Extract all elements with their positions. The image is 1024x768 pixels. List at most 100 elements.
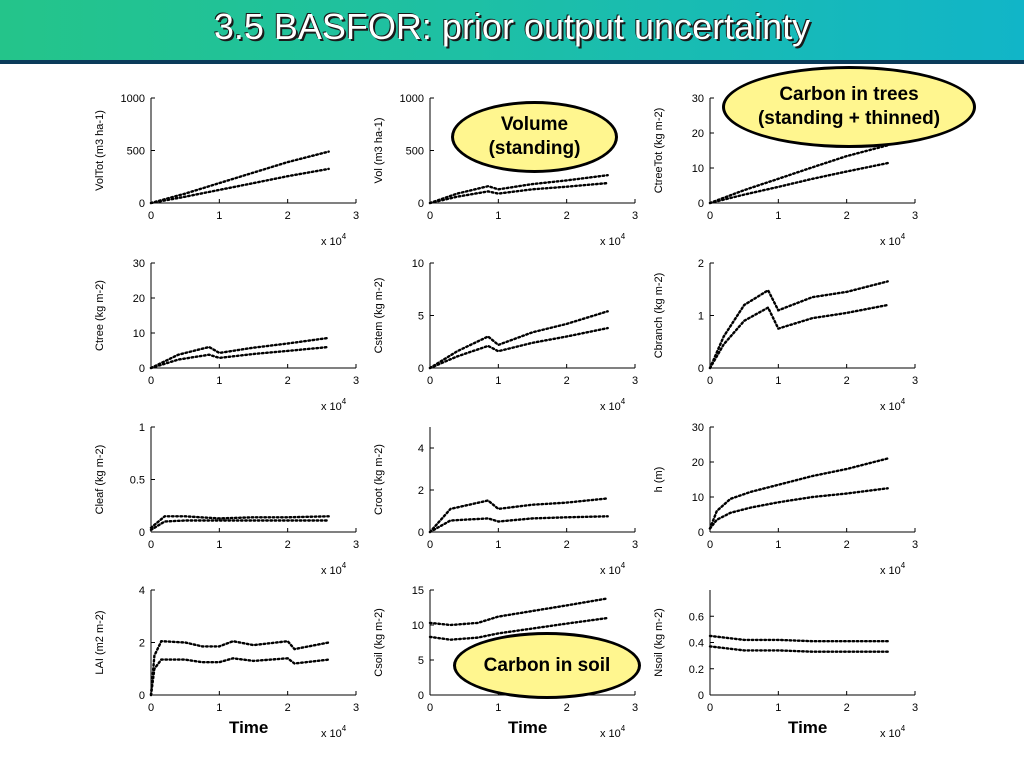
y-tick-label: 1 [139,422,145,434]
y-tick-label: 10 [412,258,424,270]
x-tick-label: 2 [285,375,291,387]
series-line-1 [708,457,889,530]
x-tick-label: 1 [775,539,781,551]
y-tick-label: 0.6 [689,611,704,623]
x-tick-label: 3 [912,539,918,551]
x-tick-label: 1 [216,375,222,387]
x-tick-label: 2 [844,375,850,387]
y-axis-label: h (m) [653,467,665,493]
y-tick-label: 2 [418,485,424,497]
x-tick-label: 2 [564,702,570,714]
series-line-1 [149,515,330,529]
x-tick-label: 1 [775,375,781,387]
x-tick-label: 1 [775,210,781,222]
y-tick-label: 0 [418,198,424,210]
y-tick-label: 0 [418,527,424,539]
x-multiplier-label: x 104 [600,232,626,248]
x-multiplier-exponent: 4 [901,397,906,406]
series-line-2 [708,645,889,653]
x-tick-label: 0 [707,210,713,222]
x-multiplier-exponent: 4 [621,561,626,570]
x-multiplier-exponent: 4 [342,397,347,406]
plot-12: 0 1 2 3 0 0.2 0.4 0.6 x 104 Nsoil (kg m-2) [653,590,918,740]
series-line-2 [708,161,889,205]
y-tick-label: 0 [139,690,145,702]
callout-carbon-soil-text: Carbon in soil [483,654,611,676]
series-line-1 [428,173,609,205]
y-axis-label: Cleaf (kg m-2) [94,445,106,515]
x-multiplier-label: x 104 [880,561,906,577]
x-multiplier-exponent: 4 [621,232,626,241]
x-tick-label: 3 [632,539,638,551]
y-tick-label: 0 [139,363,145,375]
x-tick-label: 0 [148,539,154,551]
x-tick-label: 3 [632,702,638,714]
y-tick-label: 0.2 [689,664,704,676]
y-axis-label: Cstem (kg m-2) [373,278,385,354]
series-line-1 [428,310,609,370]
x-tick-label: 1 [495,375,501,387]
x-multiplier-label: x 104 [880,397,906,413]
y-tick-label: 4 [418,443,424,455]
y-tick-label: 20 [692,457,704,469]
y-tick-label: 30 [133,258,145,270]
x-tick-label: 2 [844,702,850,714]
x-multiplier-label: x 104 [321,724,347,740]
series-line-1 [428,497,609,534]
y-axis-label: VolTot (m3 ha-1) [94,110,106,191]
x-tick-label: 1 [495,702,501,714]
series-line-1 [428,597,609,627]
series-line-2 [149,167,330,205]
y-tick-label: 5 [418,311,424,323]
x-tick-label: 2 [564,210,570,222]
y-tick-label: 0 [698,690,704,702]
x-multiplier-label: x 104 [600,561,626,577]
x-multiplier-label: x 104 [880,232,906,248]
x-tick-label: 0 [707,375,713,387]
y-axis-label: CtreeTot (kg m-2) [653,108,665,194]
plot-7: 0 1 2 3 0 0.5 1 x 104 Cleaf (kg m-2) [94,422,359,577]
y-axis-label: Cbranch (kg m-2) [653,273,665,359]
x-tick-label: 2 [285,702,291,714]
plot-2: 0 1 2 3 0 500 1000 x 104 Vol (m3 ha-1) [373,93,638,248]
y-tick-label: 2 [698,258,704,270]
series-line-1 [149,336,330,370]
time-label-col3: Time [788,718,828,737]
plot-5: 0 1 2 3 0 5 10 x 104 Cstem (kg m-2) [373,258,638,413]
series-line-2 [708,303,889,370]
time-label-col2: Time [508,718,548,737]
x-multiplier-label: x 104 [600,397,626,413]
y-axis-label: Vol (m3 ha-1) [373,117,385,183]
y-tick-label: 0.5 [130,475,145,487]
x-multiplier-exponent: 4 [621,724,626,733]
x-multiplier-exponent: 4 [621,397,626,406]
x-tick-label: 3 [632,375,638,387]
callout-carbon-soil: Carbon in soil [453,632,641,699]
y-tick-label: 0.4 [689,638,704,650]
series-line-1 [708,144,889,205]
title-bar [0,0,1024,60]
y-tick-label: 1000 [121,93,145,105]
x-tick-label: 0 [148,375,154,387]
y-tick-label: 10 [412,620,424,632]
y-axis-label: Csoil (kg m-2) [373,608,385,676]
y-axis-label: Ctree (kg m-2) [94,280,106,351]
x-tick-label: 1 [495,539,501,551]
plot-11: 0 1 2 3 0 5 10 15 x 104 Csoil (kg m-2) [373,585,638,740]
x-tick-label: 3 [632,210,638,222]
y-tick-label: 500 [406,146,424,158]
y-tick-label: 15 [412,585,424,597]
y-tick-label: 20 [692,128,704,140]
y-tick-label: 0 [139,198,145,210]
series-line-1 [149,150,330,205]
y-axis-label: Croot (kg m-2) [373,444,385,515]
y-tick-label: 4 [139,585,145,597]
y-tick-label: 5 [418,655,424,667]
y-tick-label: 10 [692,492,704,504]
x-multiplier-exponent: 4 [901,561,906,570]
x-multiplier-exponent: 4 [342,561,347,570]
